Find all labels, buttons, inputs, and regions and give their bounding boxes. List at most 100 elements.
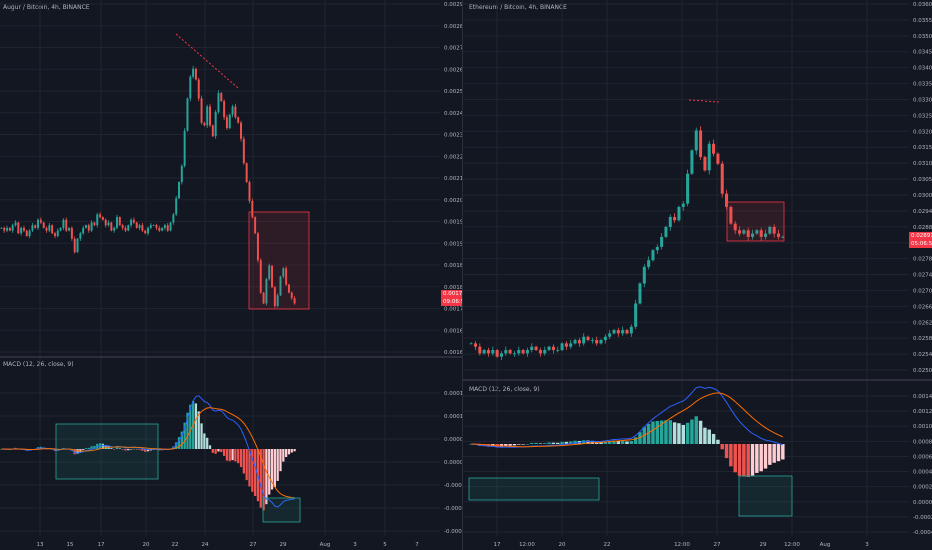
macd-histogram-bar xyxy=(138,449,141,450)
macd-histogram-bar xyxy=(707,429,711,444)
macd-histogram-bar xyxy=(681,424,686,444)
macd-histogram-bar xyxy=(214,449,217,454)
macd-histogram-bar xyxy=(698,420,703,444)
macd-histogram-bar xyxy=(720,444,724,450)
macd-histogram-bar xyxy=(517,444,521,445)
macd-histogram-bar xyxy=(84,448,88,449)
candle xyxy=(42,222,45,228)
macd-histogram-bar xyxy=(612,440,616,444)
candle xyxy=(293,298,296,304)
right-chart-panel[interactable]: Ethereum / Bitcoin, 4h, BINANCE MACD (12… xyxy=(462,0,932,550)
price-axis-label: 0.029400 xyxy=(913,209,932,215)
macd-histogram-bar xyxy=(141,449,144,451)
price-axis-label: 0.030500 xyxy=(913,177,932,183)
macd-histogram-bar xyxy=(211,449,214,453)
macd-axis-label: 0.001400 xyxy=(913,394,932,400)
time-axis-label: 7 xyxy=(415,542,419,548)
candle xyxy=(504,350,508,354)
price-axis-label: 0.002900 xyxy=(444,2,462,8)
candle xyxy=(772,226,776,234)
candle xyxy=(90,222,93,231)
macd-axis-label: 0.000400 xyxy=(913,470,932,476)
macd-histogram-bar xyxy=(711,433,716,444)
candle xyxy=(508,350,512,354)
candle xyxy=(118,217,121,226)
right-macd-label: MACD (12, 26, close, 9) xyxy=(469,386,540,393)
macd-histogram-bar xyxy=(508,444,512,446)
macd-histogram-bar xyxy=(183,422,186,449)
price-axis-label: 0.002800 xyxy=(444,24,462,30)
left-macd-label: MACD (12, 26, close, 9) xyxy=(3,361,74,368)
price-axis-label: 0.027800 xyxy=(913,257,932,263)
candle xyxy=(525,350,529,354)
time-axis-label: 12:00 xyxy=(674,542,690,548)
time-axis-label: 27 xyxy=(714,542,721,548)
macd-histogram-bar xyxy=(525,443,530,445)
left-chart-svg[interactable]: 0.002900 0.002800 0.002700 0.002600 0.002500… xyxy=(0,0,462,550)
macd-histogram-bar xyxy=(273,449,276,488)
candle xyxy=(234,106,237,118)
candle xyxy=(642,266,646,284)
macd-histogram-bar xyxy=(279,449,282,472)
right-chart-svg[interactable]: 0.036000 0.035500 0.035000 0.034500 0.034000… xyxy=(463,0,932,550)
price-axis-label: 0.002100 xyxy=(444,176,462,182)
candle xyxy=(101,217,104,220)
time-axis-label: 27 xyxy=(250,542,257,548)
candle xyxy=(73,238,76,253)
candle xyxy=(560,343,564,351)
time-axis-label: 24 xyxy=(202,542,209,548)
candle xyxy=(720,163,724,194)
signal-line xyxy=(1,407,295,499)
macd-histogram-bar xyxy=(768,444,772,465)
left-chart-panel[interactable]: Augur / Bitcoin, 4h, BINANCE MACD (12, 2… xyxy=(0,0,472,550)
price-axis-label: 0.002200 xyxy=(444,154,462,160)
candle xyxy=(186,98,189,131)
macd-histogram-bar xyxy=(115,447,119,449)
candle xyxy=(517,350,521,354)
candle xyxy=(152,225,155,227)
candle xyxy=(482,350,486,354)
price-axis-label: 0.027000 xyxy=(913,288,932,294)
macd-histogram-bar xyxy=(776,444,781,462)
macd-histogram-bar xyxy=(135,449,138,450)
candle xyxy=(175,198,178,215)
candle xyxy=(161,227,164,231)
right-price-tag: 0.028971 xyxy=(909,232,932,240)
candle xyxy=(686,173,690,204)
candle xyxy=(206,106,209,126)
candle xyxy=(189,76,192,99)
candle xyxy=(608,333,612,337)
price-axis-label: 0.033500 xyxy=(913,82,932,88)
candle xyxy=(612,330,616,334)
candle xyxy=(673,216,677,221)
price-axis-label: 0.002400 xyxy=(444,111,462,117)
candle xyxy=(220,93,223,102)
macd-histogram-bar xyxy=(750,444,755,476)
candle xyxy=(268,265,271,280)
candle xyxy=(265,279,268,304)
candle xyxy=(690,150,694,174)
price-axis-label: 0.034500 xyxy=(913,50,932,56)
macd-histogram-bar xyxy=(82,449,85,451)
macd-histogram-bar xyxy=(521,444,525,445)
candle xyxy=(556,350,560,351)
candle xyxy=(82,227,85,234)
candle xyxy=(512,353,516,355)
macd-histogram-bar xyxy=(234,449,237,462)
candle xyxy=(245,163,248,183)
macd-histogram-bar xyxy=(625,441,629,444)
macd-histogram-bar xyxy=(633,437,638,444)
candle xyxy=(279,276,282,296)
candle xyxy=(48,225,51,231)
macd-histogram-bar xyxy=(149,449,152,451)
candle xyxy=(0,227,3,229)
candle xyxy=(651,250,655,261)
price-axis-label: 0.001700 xyxy=(444,307,462,313)
macd-histogram-bar xyxy=(200,423,203,449)
candle xyxy=(248,182,251,201)
time-axis-label: 12:00 xyxy=(784,542,800,548)
macd-histogram-bar xyxy=(73,449,76,455)
candle xyxy=(603,336,607,341)
macd-histogram-bar xyxy=(616,440,621,444)
candle xyxy=(668,216,672,227)
